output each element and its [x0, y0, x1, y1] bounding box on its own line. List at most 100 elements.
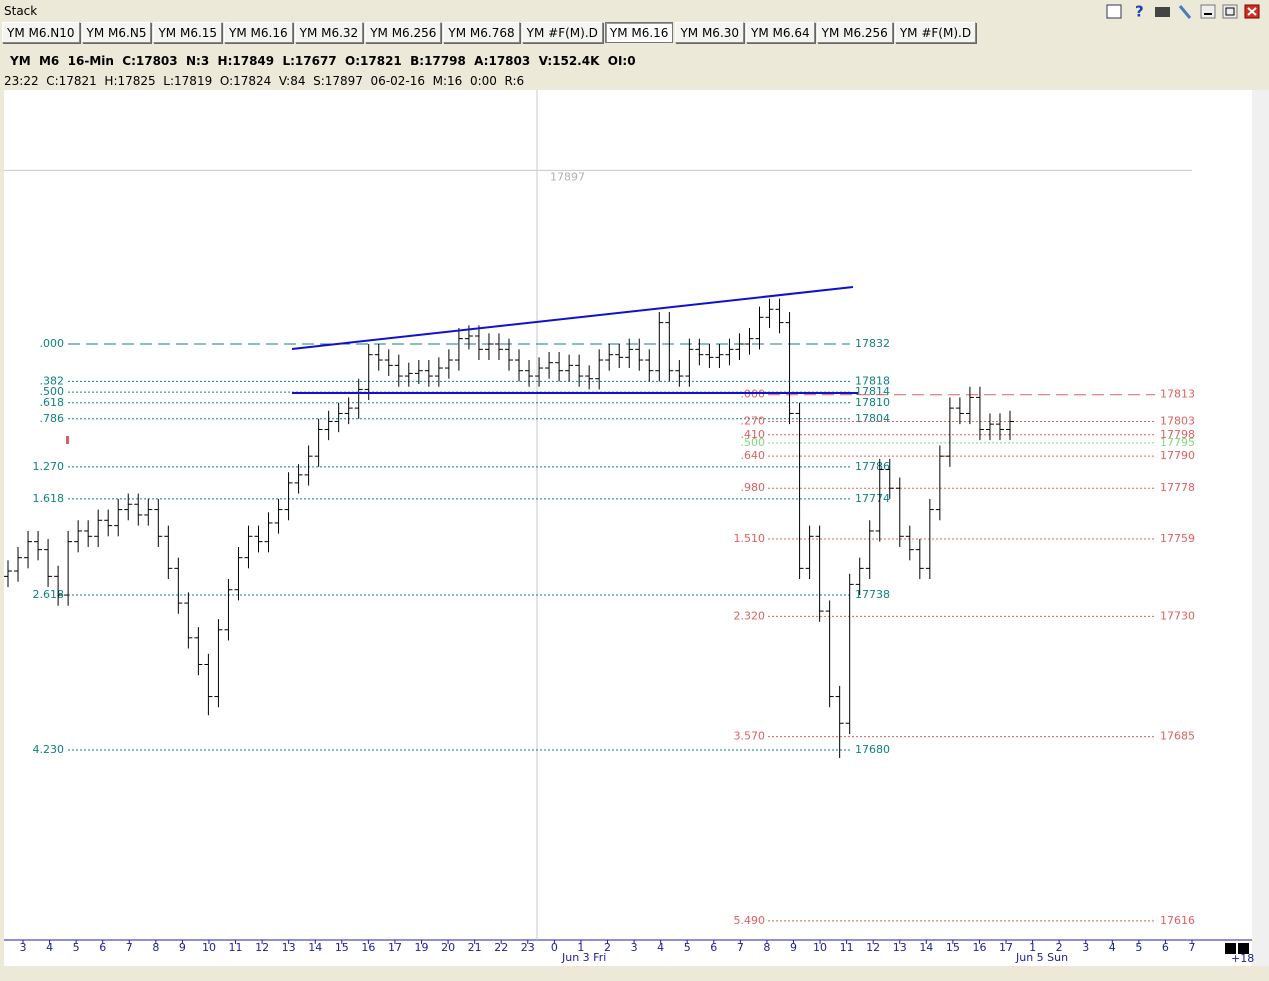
- chart-tab[interactable]: YM M6.16: [604, 22, 674, 43]
- chart-tab[interactable]: YM M6.768: [443, 22, 520, 43]
- time-label: 4: [46, 941, 53, 954]
- fib-price-label: 17759: [1160, 532, 1195, 545]
- fib-ratio-label: .410: [741, 428, 766, 441]
- time-label: 7: [126, 941, 133, 954]
- time-label: 17: [388, 941, 402, 954]
- window-controls: ?: [1106, 3, 1260, 21]
- time-label: 14: [308, 941, 322, 954]
- fib-price-label: 17804: [855, 412, 890, 425]
- time-label: 2: [604, 941, 611, 954]
- time-label: 3: [1082, 941, 1089, 954]
- window-title: Stack: [4, 4, 38, 18]
- fib-price-label: 17730: [1160, 609, 1195, 622]
- fib-ratio-label: 1.618: [33, 492, 65, 505]
- fib-price-label: 17774: [855, 492, 890, 505]
- time-label: 0: [551, 941, 558, 954]
- fib-ratio-label: .980: [741, 481, 766, 494]
- time-label: 16: [972, 941, 986, 954]
- time-label: 11: [840, 941, 854, 954]
- time-label: 3: [631, 941, 638, 954]
- scroll-button[interactable]: [1238, 943, 1249, 954]
- fib-ratio-label: .640: [741, 449, 766, 462]
- fib-price-label: 17818: [855, 374, 890, 387]
- time-label: 1: [577, 941, 584, 954]
- time-label: 16: [361, 941, 375, 954]
- fib-ratio-label: 1.270: [33, 460, 65, 473]
- time-label: 5: [1135, 941, 1142, 954]
- time-label: 1: [1029, 941, 1036, 954]
- time-label: 13: [282, 941, 296, 954]
- fib-ratio-label: 5.490: [734, 914, 766, 927]
- time-label: 5: [684, 941, 691, 954]
- icon-help[interactable]: ?: [1135, 3, 1144, 21]
- maximize-glyph: [1225, 7, 1235, 16]
- chart-tab[interactable]: YM M6.256: [816, 22, 893, 43]
- fib-price-label: 17616: [1160, 914, 1195, 927]
- fib-price-label: 17803: [1160, 414, 1195, 427]
- fib-price-label: 17832: [855, 337, 890, 350]
- fib-price-label: 17813: [1160, 388, 1195, 401]
- chart-tab[interactable]: YM #F(M).D: [894, 22, 977, 43]
- time-label: 7: [1189, 941, 1196, 954]
- time-label: 8: [152, 941, 159, 954]
- fib-ratio-label: 2.618: [33, 588, 65, 601]
- time-label: 10: [202, 941, 216, 954]
- fib-ratio-label: .382: [40, 374, 65, 387]
- date-label: Jun 5 Sun: [1015, 951, 1068, 964]
- time-label: 23: [521, 941, 535, 954]
- fib-ratio-label: .000: [40, 337, 65, 350]
- time-label: 11: [229, 941, 243, 954]
- chart-tab[interactable]: YM M6.16: [224, 22, 293, 43]
- fib-price-label: 17795: [1160, 436, 1195, 449]
- time-label: 4: [1109, 941, 1116, 954]
- chart-tab[interactable]: YM #F(M).D: [521, 22, 603, 43]
- fib-ratio-label: 3.570: [734, 730, 766, 743]
- time-label: 2: [1056, 941, 1063, 954]
- chart-tab[interactable]: YM M6.N5: [81, 22, 152, 43]
- chart-tab[interactable]: YM M6.15: [153, 22, 223, 43]
- chart-tab[interactable]: YM M6.N10: [2, 22, 80, 43]
- time-label: 4: [657, 941, 664, 954]
- scroll-offset: +18: [1231, 952, 1254, 965]
- title-bar: Stack ?: [0, 0, 1269, 22]
- fib-price-label: 17786: [855, 460, 890, 473]
- trend-line: [291, 286, 854, 350]
- bar-info-line: 23:22 C:17821 H:17825 L:17819 O:17824 V:…: [4, 74, 525, 88]
- fib-ratio-label: 4.230: [33, 743, 65, 756]
- time-label: 13: [893, 941, 907, 954]
- fib-ratio-label: .500: [40, 385, 65, 398]
- scroll-button[interactable]: [1225, 943, 1236, 954]
- fib-price-label: 17778: [1160, 481, 1195, 494]
- icon-tool[interactable]: [1178, 5, 1192, 19]
- date-label: Jun 3 Fri: [561, 951, 606, 964]
- time-label: 14: [919, 941, 933, 954]
- chart-tab[interactable]: YM M6.32: [294, 22, 364, 43]
- time-label: 6: [1162, 941, 1169, 954]
- time-axis: [4, 940, 1252, 966]
- fib-ratio-label: .500: [741, 436, 766, 449]
- time-label: 7: [737, 941, 744, 954]
- chart-tab[interactable]: YM M6.30: [675, 22, 745, 43]
- time-label: 17: [999, 941, 1013, 954]
- time-label: 10: [813, 941, 827, 954]
- chart-tab[interactable]: YM M6.256: [365, 22, 442, 43]
- time-label: 6: [710, 941, 717, 954]
- time-label: 12: [866, 941, 880, 954]
- chart-tab[interactable]: YM M6.64: [746, 22, 815, 43]
- icon-camera[interactable]: [1155, 7, 1170, 17]
- time-label: 3: [20, 941, 27, 954]
- fib-ratio-label: .000: [741, 388, 766, 401]
- time-label: 22: [494, 941, 508, 954]
- time-label: 20: [441, 941, 455, 954]
- time-label: 21: [468, 941, 482, 954]
- time-label: 15: [946, 941, 960, 954]
- time-label: 8: [763, 941, 770, 954]
- icon-list[interactable]: [1106, 4, 1122, 19]
- time-label: 5: [73, 941, 80, 954]
- fib-price-label: 17680: [855, 743, 890, 756]
- time-label: 9: [790, 941, 797, 954]
- scrollbar: [1252, 90, 1269, 966]
- fib-ratio-label: 2.320: [734, 609, 766, 622]
- fib-price-label: 17810: [855, 396, 890, 409]
